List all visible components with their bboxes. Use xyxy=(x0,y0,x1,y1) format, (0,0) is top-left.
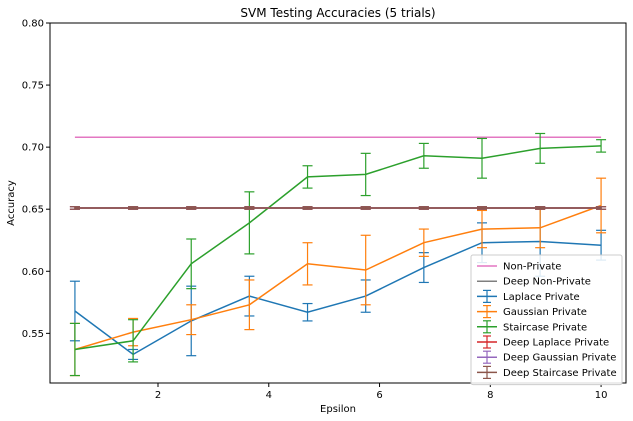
chart-title: SVM Testing Accuracies (5 trials) xyxy=(240,6,435,20)
legend-item: Deep Laplace Private xyxy=(477,335,609,349)
legend-label: Gaussian Private xyxy=(503,307,587,318)
y-axis-label: Accuracy xyxy=(6,180,17,226)
legend-label: Deep Laplace Private xyxy=(503,338,609,349)
x-tick-label: 2 xyxy=(155,390,161,401)
x-axis-label: Epsilon xyxy=(320,404,356,415)
legend-item: Non-Private xyxy=(477,262,561,273)
legend-item: Deep Non-Private xyxy=(477,277,591,288)
x-tick-label: 8 xyxy=(487,390,493,401)
legend-item: Deep Gaussian Private xyxy=(477,350,616,364)
y-tick-label: 0.55 xyxy=(22,329,44,340)
x-tick-label: 4 xyxy=(266,390,272,401)
x-tick-label: 6 xyxy=(376,390,382,401)
y-tick-label: 0.60 xyxy=(22,267,44,278)
y-tick-label: 0.80 xyxy=(22,19,44,30)
legend-label: Staircase Private xyxy=(503,322,587,333)
legend-label: Deep Staircase Private xyxy=(503,368,617,379)
legend-label: Deep Non-Private xyxy=(503,277,591,288)
legend-box xyxy=(470,254,623,386)
y-tick-label: 0.65 xyxy=(22,205,44,216)
legend-label: Laplace Private xyxy=(503,292,580,303)
y-tick-label: 0.70 xyxy=(22,143,44,154)
legend-item: Deep Staircase Private xyxy=(477,365,617,379)
legend: Non-Private Deep Non-Private Laplace Priva… xyxy=(470,254,623,386)
x-tick-label: 10 xyxy=(595,390,608,401)
legend-item: Gaussian Private xyxy=(477,305,587,319)
ticks-layer: 2 4 6 8 10 0.55 0.60 0.65 0.70 0.75 0.80 xyxy=(22,19,608,402)
series-layer xyxy=(69,132,607,377)
series-line xyxy=(74,240,602,356)
legend-item: Staircase Private xyxy=(477,320,587,334)
legend-item: Laplace Private xyxy=(477,289,580,303)
series-line xyxy=(74,204,602,351)
series-4 xyxy=(69,132,607,377)
y-tick-label: 0.75 xyxy=(22,81,44,92)
series-7 xyxy=(69,206,607,210)
legend-label: Non-Private xyxy=(503,262,561,273)
series-line xyxy=(74,145,602,351)
plot-frame xyxy=(49,22,627,384)
legend-label: Deep Gaussian Private xyxy=(503,353,616,364)
